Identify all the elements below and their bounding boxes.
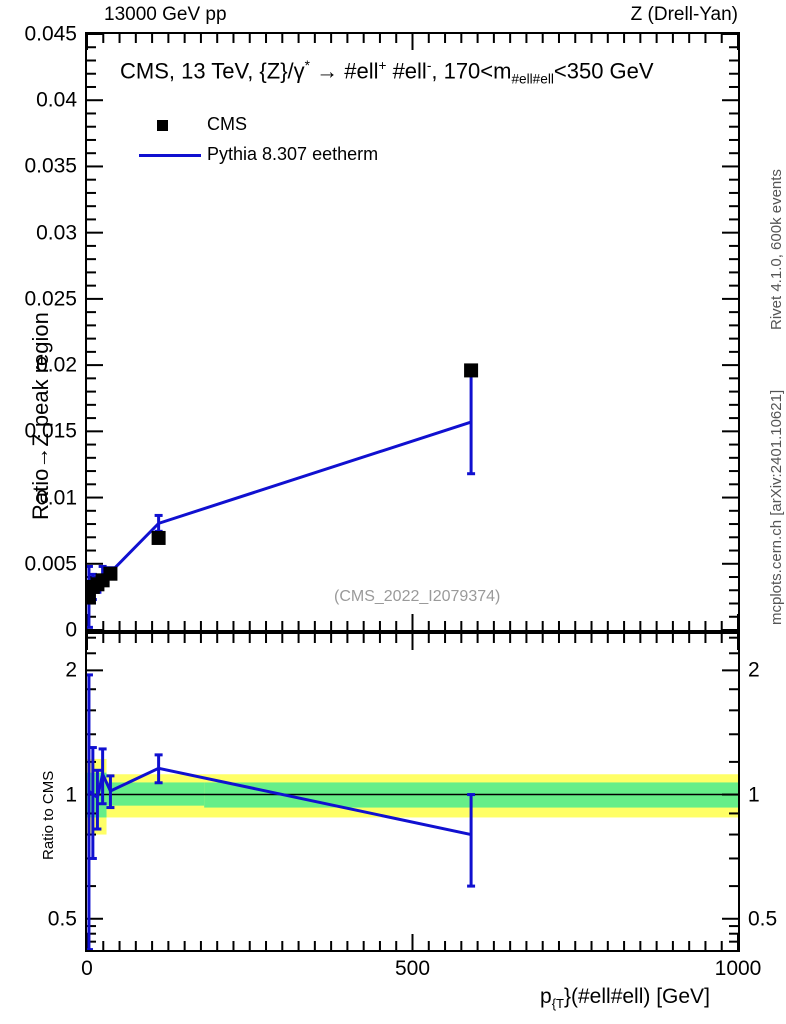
beam-label: 13000 GeV pp xyxy=(104,4,227,25)
legend-entry-cms[interactable]: CMS xyxy=(135,110,465,140)
title-mass-suffix: <350 GeV xyxy=(553,58,654,84)
title-mass-sub: #ell#ell xyxy=(511,71,554,87)
process-label: Z (Drell-Yan) xyxy=(630,4,738,25)
ratio-ytick-label-right: 2 xyxy=(748,658,760,682)
main-plot-title: CMS, 13 TeV, {Z}/γ* → #ell+ #ell-, 170<m… xyxy=(120,58,654,87)
ratio-ytick-label-right: 1 xyxy=(748,783,760,807)
title-minus: - xyxy=(426,58,432,73)
main-ytick-label: 0.005 xyxy=(24,552,77,576)
legend-marker-square-icon xyxy=(157,120,168,131)
main-ytick-label: 0 xyxy=(65,618,77,642)
title-star: * xyxy=(304,58,310,73)
main-ytick-label: 0.03 xyxy=(36,221,77,245)
title-arrow: → xyxy=(309,58,345,84)
title-gamma: γ xyxy=(293,58,305,84)
ratio-plot-frame xyxy=(85,632,740,952)
ratio-ytick-label-right: 0.5 xyxy=(748,907,778,931)
ratio-data-overlay xyxy=(87,634,738,950)
ratio-ytick-label: 1 xyxy=(65,783,77,807)
legend-line-icon xyxy=(139,154,201,157)
main-ytick-label: 0.015 xyxy=(24,419,77,443)
title-prefix: CMS, 13 TeV, {Z}/ xyxy=(120,58,294,84)
xtitle-rest: }(#ell#ell) [GeV] xyxy=(564,985,710,1008)
legend: CMS Pythia 8.307 eetherm xyxy=(135,110,465,170)
main-ytick-label: 0.035 xyxy=(24,154,77,178)
sidebar-rivet-version: Rivet 4.1.0, 600k events xyxy=(768,169,785,330)
legend-label: CMS xyxy=(207,114,247,134)
title-plus: + xyxy=(378,58,387,73)
main-ytick-label: 0.045 xyxy=(24,22,77,46)
main-ytick-label: 0.02 xyxy=(36,353,77,377)
analysis-watermark: (CMS_2022_I2079374) xyxy=(334,588,501,605)
ratio-ytick-label: 2 xyxy=(65,658,77,682)
xaxis-title: p{T}(#ell#ell) [GeV] xyxy=(540,985,710,1011)
xtick-label: 0 xyxy=(81,957,93,980)
xtitle-p: p xyxy=(540,985,552,1008)
sidebar-mcplots-link: mcplots.cern.ch [arXiv:2401.10621] xyxy=(768,389,785,625)
main-ytick-label: 0.01 xyxy=(36,486,77,510)
ratio-ytick-label: 0.5 xyxy=(47,907,77,931)
main-data-overlay xyxy=(87,34,738,630)
title-lepton-1: #ell xyxy=(344,58,379,84)
legend-label: Pythia 8.307 eetherm xyxy=(207,144,379,164)
main-plot-frame xyxy=(85,32,740,632)
main-ytick-label: 0.04 xyxy=(36,88,77,112)
xtitle-sub: {T xyxy=(551,996,564,1012)
xtick-label: 1000 xyxy=(714,957,762,980)
main-ytick-label: 0.025 xyxy=(24,287,77,311)
title-lepton-2: #ell xyxy=(392,58,427,84)
xtick-label: 500 xyxy=(394,957,431,980)
title-mass-prefix: , 170<m xyxy=(431,58,512,84)
legend-entry-pythia[interactable]: Pythia 8.307 eetherm xyxy=(135,140,465,170)
